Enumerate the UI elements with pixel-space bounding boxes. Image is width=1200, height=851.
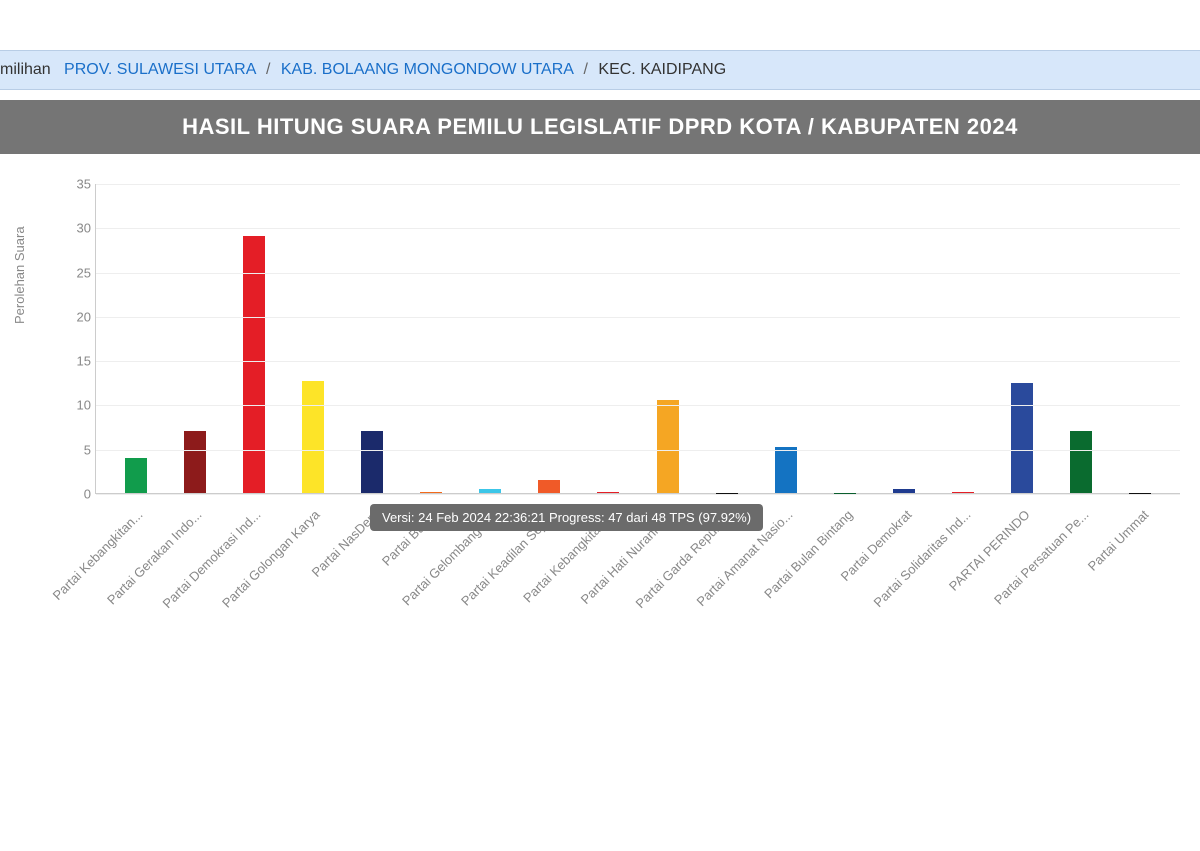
- breadcrumb-sep: /: [578, 61, 594, 78]
- breadcrumb: milihan PROV. SULAWESI UTARA / KAB. BOLA…: [0, 50, 1200, 90]
- bar[interactable]: [597, 492, 619, 493]
- grid-line: [96, 361, 1180, 362]
- bar-slot: [520, 184, 579, 493]
- bar-slot: [874, 184, 933, 493]
- y-tick: 20: [65, 309, 91, 324]
- bar[interactable]: [243, 236, 265, 493]
- bar[interactable]: [657, 400, 679, 493]
- breadcrumb-prefix: milihan: [0, 61, 51, 78]
- bar[interactable]: [1011, 383, 1033, 493]
- bar-slot: [106, 184, 165, 493]
- y-tick: 15: [65, 354, 91, 369]
- progress-tooltip: Versi: 24 Feb 2024 22:36:21 Progress: 47…: [370, 504, 763, 531]
- bar-slot: [224, 184, 283, 493]
- tooltip-text: Versi: 24 Feb 2024 22:36:21 Progress: 47…: [382, 510, 751, 525]
- grid-line: [96, 317, 1180, 318]
- bar[interactable]: [125, 458, 147, 493]
- bar[interactable]: [302, 381, 324, 493]
- grid-line: [96, 228, 1180, 229]
- bar[interactable]: [479, 489, 501, 493]
- bar[interactable]: [361, 431, 383, 493]
- y-tick: 30: [65, 221, 91, 236]
- breadcrumb-sep: /: [260, 61, 276, 78]
- x-label: Partai Solidaritas Ind...: [870, 507, 973, 610]
- bar-slot: [579, 184, 638, 493]
- bar[interactable]: [538, 480, 560, 493]
- bar-slot: [461, 184, 520, 493]
- bar-slot: [993, 184, 1052, 493]
- vote-chart: Perolehan Suara Partai Kebangkitan...Par…: [40, 184, 1180, 744]
- breadcrumb-link-kabupaten[interactable]: KAB. BOLAANG MONGONDOW UTARA: [281, 61, 573, 78]
- bar-slot: [1111, 184, 1170, 493]
- bar-slot: [697, 184, 756, 493]
- bar-slot: [1052, 184, 1111, 493]
- grid-line: [96, 184, 1180, 185]
- bar[interactable]: [952, 492, 974, 493]
- grid-line: [96, 273, 1180, 274]
- y-axis-label: Perolehan Suara: [12, 226, 27, 324]
- grid-line: [96, 494, 1180, 495]
- y-tick: 5: [65, 442, 91, 457]
- bar-slot: [756, 184, 815, 493]
- bar-slot: [815, 184, 874, 493]
- plot-area: [95, 184, 1180, 494]
- bar-slot: [638, 184, 697, 493]
- x-label: Partai Ummat: [1084, 507, 1151, 574]
- bar[interactable]: [420, 492, 442, 493]
- y-tick: 0: [65, 487, 91, 502]
- bar-slot: [934, 184, 993, 493]
- x-label: Partai Golongan Karya: [219, 507, 323, 611]
- breadcrumb-link-province[interactable]: PROV. SULAWESI UTARA: [64, 61, 255, 78]
- breadcrumb-current: KEC. KAIDIPANG: [598, 61, 726, 78]
- bar[interactable]: [1070, 431, 1092, 493]
- bar[interactable]: [893, 489, 915, 493]
- y-tick: 25: [65, 265, 91, 280]
- bar-slot: [165, 184, 224, 493]
- x-label: Partai Demokrasi Ind...: [159, 507, 263, 611]
- y-tick: 35: [65, 177, 91, 192]
- bar[interactable]: [184, 431, 206, 493]
- bar-slot: [283, 184, 342, 493]
- grid-line: [96, 450, 1180, 451]
- bars-container: [96, 184, 1180, 493]
- bar[interactable]: [775, 447, 797, 493]
- grid-line: [96, 405, 1180, 406]
- page-title-bar: HASIL HITUNG SUARA PEMILU LEGISLATIF DPR…: [0, 100, 1200, 154]
- bar-slot: [342, 184, 401, 493]
- bar-slot: [402, 184, 461, 493]
- y-tick: 10: [65, 398, 91, 413]
- page-title: HASIL HITUNG SUARA PEMILU LEGISLATIF DPR…: [182, 114, 1018, 139]
